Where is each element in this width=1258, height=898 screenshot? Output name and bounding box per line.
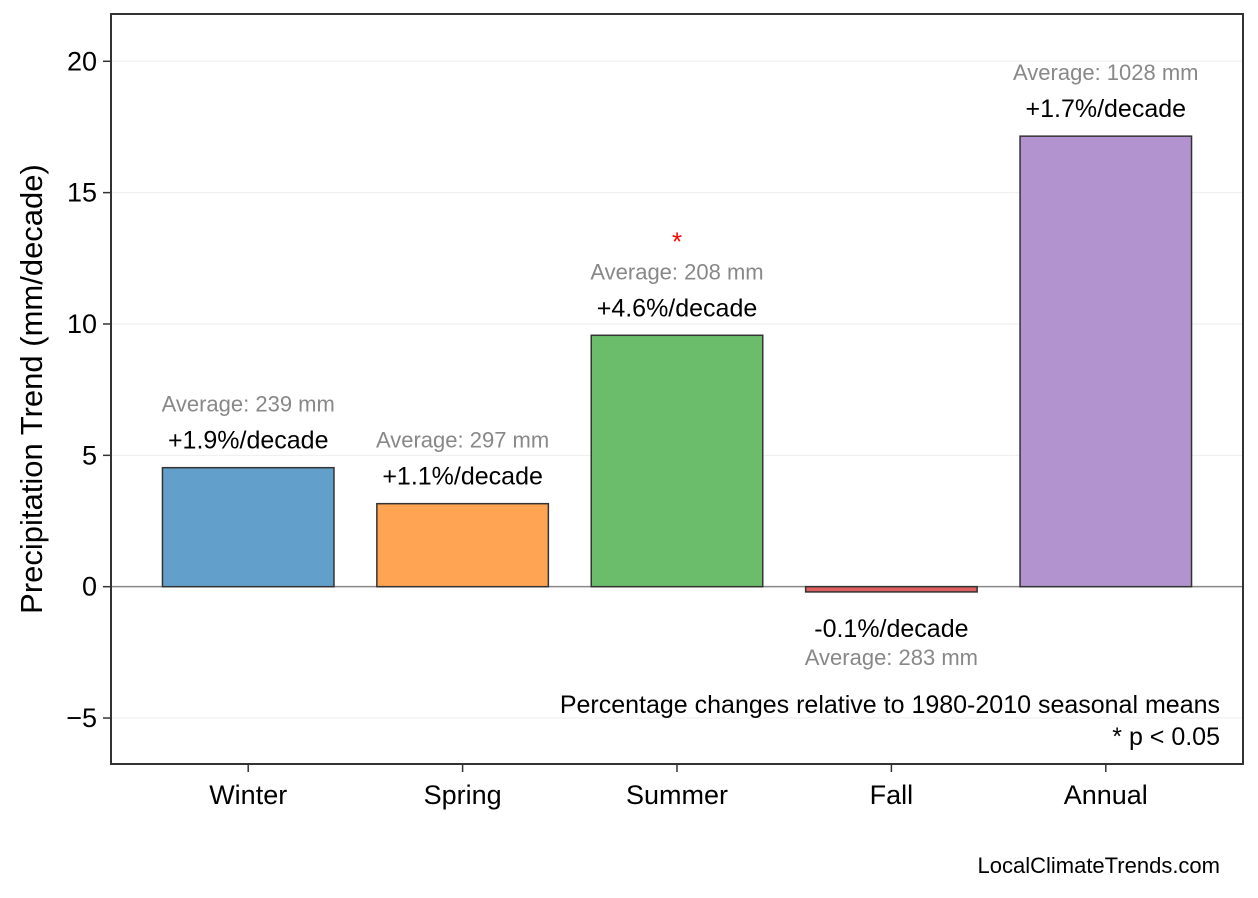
pct-label: +1.1%/decade: [382, 463, 543, 491]
y-tick-label: 15: [67, 178, 97, 208]
x-tick-label: Annual: [1064, 780, 1148, 810]
bar-annual: [1019, 135, 1193, 588]
avg-label: Average: 239 mm: [162, 392, 335, 417]
bar-summer: [590, 334, 764, 588]
avg-label: Average: 297 mm: [376, 428, 549, 453]
avg-label: Average: 208 mm: [590, 259, 763, 284]
x-tick-label: Fall: [870, 780, 914, 810]
annotation-line-2: * p < 0.05: [1112, 723, 1220, 751]
y-axis: −5 0 5 10 15 20: [66, 46, 111, 733]
x-axis: Winter Spring Summer Fall Annual: [209, 764, 1148, 810]
credit: LocalClimateTrends.com: [978, 853, 1221, 878]
bar-winter: [161, 466, 335, 588]
y-tick-label: 20: [67, 46, 97, 76]
x-tick-label: Winter: [209, 780, 287, 810]
y-axis-label: Precipitation Trend (mm/decade): [14, 164, 49, 614]
pct-label: +1.7%/decade: [1026, 95, 1187, 123]
y-tick-label: 10: [67, 309, 97, 339]
y-tick-label: 0: [82, 572, 97, 602]
x-tick-label: Summer: [626, 780, 728, 810]
x-tick-label: Spring: [424, 780, 502, 810]
avg-label: Average: 1028 mm: [1013, 60, 1198, 85]
significance-marker: *: [672, 226, 682, 256]
y-tick-label: 5: [82, 440, 97, 470]
y-tick-label: −5: [66, 703, 97, 733]
bar-fall: [804, 585, 978, 593]
bar-labels: +1.9%/decade Average: 239 mm +1.1%/decade A…: [162, 60, 1199, 670]
annotation-line-1: Percentage changes relative to 1980-2010…: [560, 691, 1220, 719]
bars: [161, 135, 1193, 593]
bar-spring: [376, 502, 550, 588]
pct-label: +1.9%/decade: [168, 427, 329, 455]
pct-label: +4.6%/decade: [597, 294, 758, 322]
avg-label: Average: 283 mm: [805, 645, 978, 670]
pct-label: -0.1%/decade: [814, 615, 968, 643]
